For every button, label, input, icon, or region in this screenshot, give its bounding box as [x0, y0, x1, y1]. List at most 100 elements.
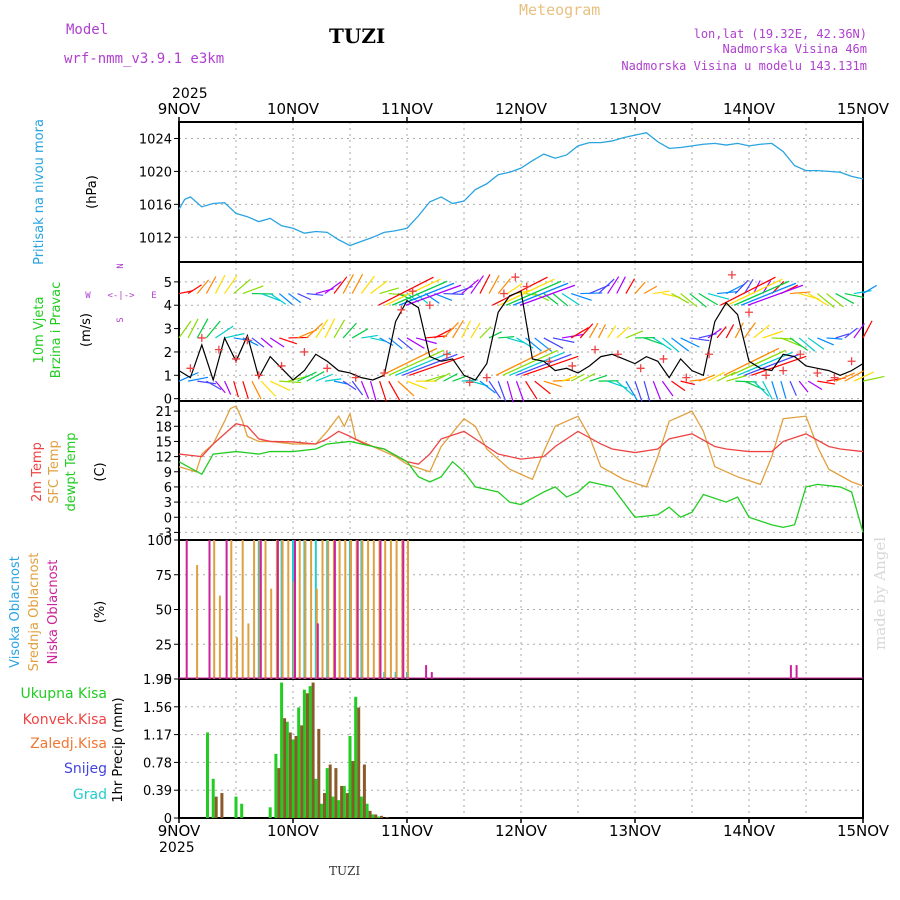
precip-bar	[385, 817, 389, 818]
wind-vector	[242, 380, 249, 399]
wind-vector	[762, 330, 784, 339]
wind-vector	[589, 374, 608, 382]
lonlat-label: lon,lat (19.32E, 42.36N)	[694, 27, 867, 41]
x-tick-top: 11NOV	[381, 100, 434, 118]
wind-vector	[616, 326, 630, 339]
wind-vector	[452, 319, 464, 339]
wind-vector	[197, 380, 216, 385]
wind-speed-line	[178, 290, 864, 383]
model-elevation-label: Nadmorska Visina u modelu 143.131m	[621, 59, 867, 73]
wind-vector	[279, 337, 297, 345]
wind-vector	[479, 326, 492, 339]
wind-vector	[561, 333, 584, 339]
wind-event-vector	[381, 347, 438, 376]
precip-bar	[334, 768, 338, 818]
wind-vector	[397, 380, 415, 397]
cloud-bar	[208, 540, 211, 679]
wind-vector	[862, 375, 885, 382]
wind-vector	[561, 375, 577, 382]
wind-vector	[479, 274, 491, 294]
wind-vector	[616, 276, 626, 294]
wind-gust-marker	[425, 301, 434, 310]
wind-vector	[570, 327, 589, 339]
wind-vector	[780, 380, 787, 399]
precip-bar	[240, 803, 244, 818]
wind-event-vector	[720, 276, 776, 306]
sfc-temp-line	[178, 405, 864, 488]
wind-event-vector	[499, 278, 555, 306]
panel-0: 1012 1016 1020 1024	[139, 121, 864, 263]
wind-gust-marker	[186, 364, 195, 373]
precip-bar	[345, 793, 349, 818]
wind-gust-marker	[705, 350, 714, 359]
wind-gust-marker	[243, 336, 252, 345]
cloud-bar	[230, 540, 233, 679]
wind-vector	[251, 380, 262, 400]
wind-vector	[379, 380, 387, 402]
x-tick-bottom: 12NOV	[495, 822, 548, 840]
wind-vector	[260, 380, 277, 397]
wind-event-vector	[737, 351, 793, 376]
wind-event-vector	[727, 278, 783, 306]
precip-bar	[374, 814, 378, 818]
wind-vector	[187, 318, 199, 339]
wind-vector	[470, 322, 481, 339]
wind-gust-marker	[636, 364, 645, 373]
wind-title-1: 10m Vjeta	[32, 297, 47, 364]
wind-vector	[671, 337, 690, 352]
wind-vector	[798, 337, 816, 352]
wind-vector	[707, 371, 725, 382]
wind-event-vector	[516, 353, 572, 376]
cloud-bar	[344, 540, 347, 679]
wind-vector	[224, 332, 245, 339]
wind-vector	[269, 337, 285, 348]
model-name: wrf-nmm_v3.9.1 e3km	[64, 51, 224, 67]
x-tick-bottom: 13NOV	[609, 822, 662, 840]
precip-bar	[359, 796, 363, 818]
y-tick-label: 1016	[139, 198, 172, 213]
cloud-bar	[384, 540, 387, 679]
wind-vector	[434, 292, 453, 302]
wind-gust-marker	[499, 289, 508, 298]
wind-vector	[698, 293, 719, 306]
precip-label: Grad	[73, 787, 107, 803]
wind-gust-marker	[300, 347, 309, 356]
precip-bar	[291, 739, 295, 818]
wind-vector	[771, 380, 779, 400]
wind-vector	[643, 380, 651, 402]
wind-event-vector	[391, 280, 448, 306]
wind-vector	[671, 380, 686, 392]
cloud-bar	[430, 672, 433, 679]
y-tick-label: 15	[155, 435, 172, 450]
wind-vector	[552, 293, 569, 307]
wind-vector	[543, 337, 564, 349]
wind-vector	[835, 372, 855, 382]
cloud-bar	[425, 665, 428, 679]
wind-vector	[525, 337, 542, 352]
wind-vector	[643, 285, 658, 295]
precip-bar	[351, 760, 355, 818]
wind-vector	[506, 380, 514, 403]
wind-vector	[452, 375, 467, 382]
precip-bar	[308, 686, 312, 818]
wind-event-vector	[730, 349, 787, 376]
y-tick-label: 0	[164, 511, 172, 526]
y-tick-label: 1012	[139, 231, 172, 246]
wind-vector	[488, 380, 502, 399]
temp-unit: (C)	[93, 462, 108, 481]
panel-frame	[178, 121, 864, 263]
wind-gust-marker	[197, 333, 206, 342]
wind-vector	[324, 281, 342, 295]
y-tick-label: 1.56	[143, 701, 172, 716]
y-tick-label: 1020	[139, 165, 172, 180]
wind-vector	[242, 285, 264, 295]
cloud-label: Visoka Oblacnost	[8, 556, 23, 668]
wind-vector	[570, 292, 592, 301]
wind-vector	[689, 293, 707, 308]
wind-vector	[479, 380, 496, 394]
wind-vector	[461, 279, 479, 295]
wind-vector	[443, 373, 458, 382]
wind-gust-marker	[380, 368, 389, 377]
wind-vector	[862, 284, 878, 295]
wind-vector	[187, 284, 202, 295]
